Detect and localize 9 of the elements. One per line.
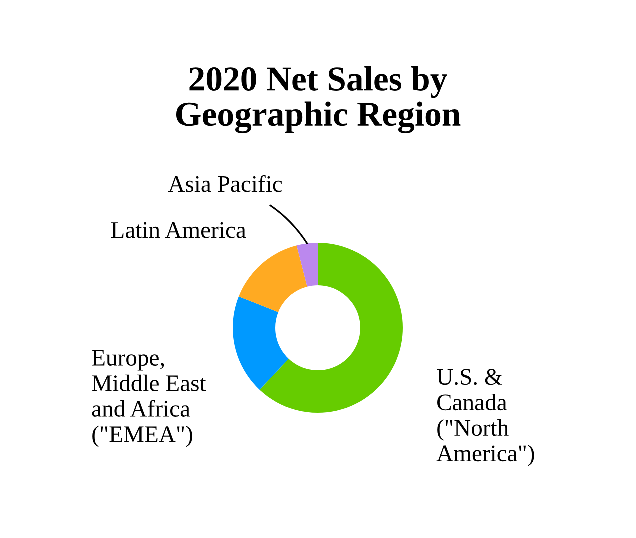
donut-slice — [233, 296, 289, 390]
donut-slice — [260, 243, 403, 413]
slice-label: U.S. & Canada ("North America") — [436, 369, 534, 466]
slice-label: Europe, Middle East and Africa ("EMEA") — [92, 350, 206, 448]
donut-slice — [296, 243, 318, 287]
slice-label: Latin America — [111, 222, 246, 238]
chart-title: 2020 Net Sales by Geographic Region — [176, 66, 461, 134]
slice-label: Asia Pacific — [168, 175, 282, 192]
donut-slice — [238, 246, 308, 312]
